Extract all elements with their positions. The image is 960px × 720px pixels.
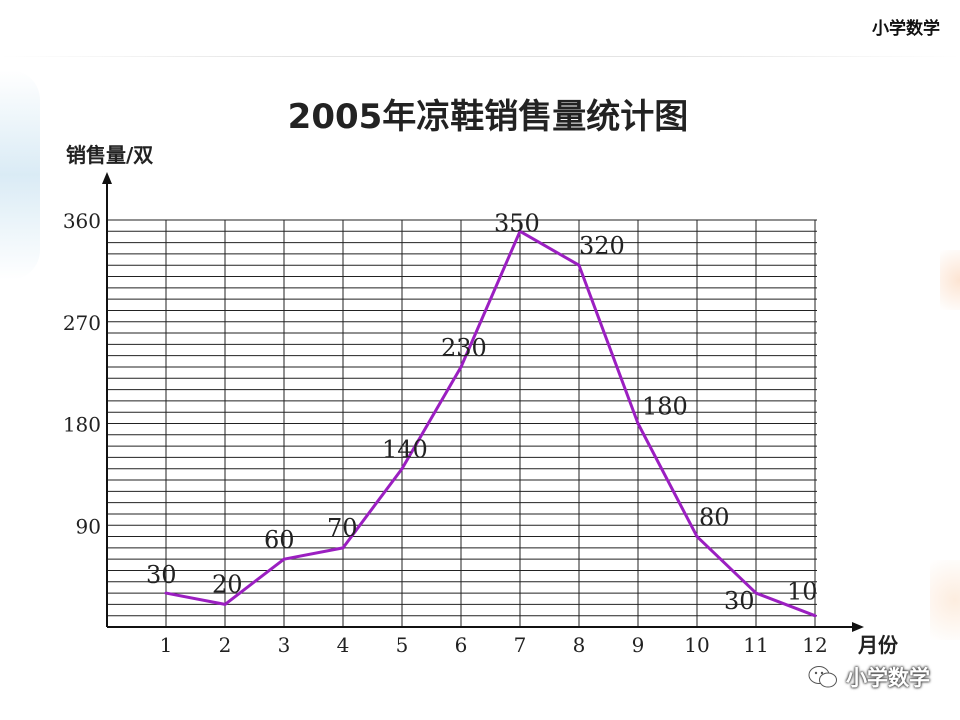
x-axis-arrow <box>852 622 864 632</box>
x-tick-label: 9 <box>632 633 645 657</box>
data-labels: 30 20 60 70 140 230 350 320 180 80 30 10 <box>146 209 818 615</box>
watermark-text: 小学数学 <box>846 666 930 690</box>
header-divider <box>0 56 960 57</box>
data-label: 70 <box>327 514 358 542</box>
background-decoration <box>930 560 960 640</box>
grid <box>107 219 817 627</box>
data-point <box>282 557 286 561</box>
data-label: 60 <box>264 526 295 554</box>
data-point <box>636 422 640 425</box>
x-tick-label: 6 <box>455 633 468 657</box>
x-tick-label: 5 <box>396 633 409 657</box>
data-label: 320 <box>579 232 625 260</box>
series <box>164 229 817 618</box>
data-label: 230 <box>441 334 487 362</box>
x-tick-label: 1 <box>160 633 173 657</box>
x-tick-label: 8 <box>573 633 586 657</box>
wechat-icon <box>808 666 837 688</box>
y-tick-label: 180 <box>63 413 101 437</box>
series-line <box>165 229 816 618</box>
data-label: 140 <box>382 436 428 464</box>
y-tick-label: 270 <box>63 311 101 335</box>
data-label: 20 <box>212 570 243 598</box>
data-point <box>223 602 227 606</box>
data-point <box>577 263 581 267</box>
data-label: 350 <box>494 209 540 237</box>
data-label: 80 <box>699 504 730 532</box>
x-tick-label: 3 <box>278 633 291 657</box>
y-axis-label: 销售量/双 <box>66 143 153 167</box>
chart-title: 2005年凉鞋销售量统计图 <box>288 97 689 137</box>
x-tick-label: 2 <box>219 633 232 657</box>
x-tick-label: 12 <box>802 633 827 657</box>
data-point <box>459 365 463 369</box>
x-tick-label: 11 <box>743 633 768 657</box>
data-point <box>400 467 404 471</box>
data-label: 30 <box>724 587 755 615</box>
background-decoration <box>940 250 960 310</box>
data-point <box>164 591 168 595</box>
watermark: 小学数学 <box>808 662 930 692</box>
x-tick-label: 7 <box>514 633 527 657</box>
data-point <box>518 229 522 233</box>
brand-label: 小学数学 <box>872 19 940 39</box>
data-point <box>341 546 345 550</box>
data-label: 180 <box>642 393 688 421</box>
x-tick-label: 10 <box>684 633 709 657</box>
data-point <box>754 591 758 595</box>
x-tick-label: 4 <box>337 633 350 657</box>
axes <box>102 172 864 632</box>
data-point <box>695 535 699 539</box>
data-label: 30 <box>146 561 177 589</box>
y-axis-arrow <box>102 172 112 184</box>
data-label: 10 <box>787 578 818 606</box>
y-tick-label: 360 <box>63 209 101 233</box>
y-tick-label: 90 <box>76 514 101 538</box>
background-decoration <box>0 70 40 280</box>
data-point <box>813 614 817 618</box>
x-axis-label: 月份 <box>857 633 899 657</box>
